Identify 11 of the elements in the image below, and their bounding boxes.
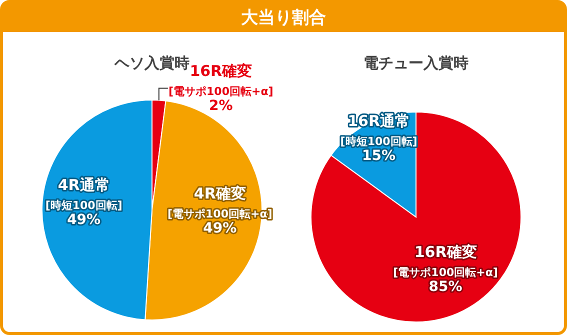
pie-slice [310, 112, 522, 322]
chart-subtitle: 電チュー入賞時 [364, 54, 468, 72]
slice-label: 16R確変[電サポ100回転+α] [393, 243, 498, 280]
slice-label: 4R通常[時短100回転] [45, 176, 122, 212]
data-label: 49% [67, 212, 101, 228]
data-label: 15% [362, 148, 396, 164]
chart-subtitle: ヘソ入賞時 [114, 54, 190, 72]
data-label: 85% [428, 279, 462, 296]
data-label: 49% [203, 220, 237, 236]
chart-title: 大当り割合 [241, 8, 326, 28]
data-label: 2% [209, 98, 233, 114]
